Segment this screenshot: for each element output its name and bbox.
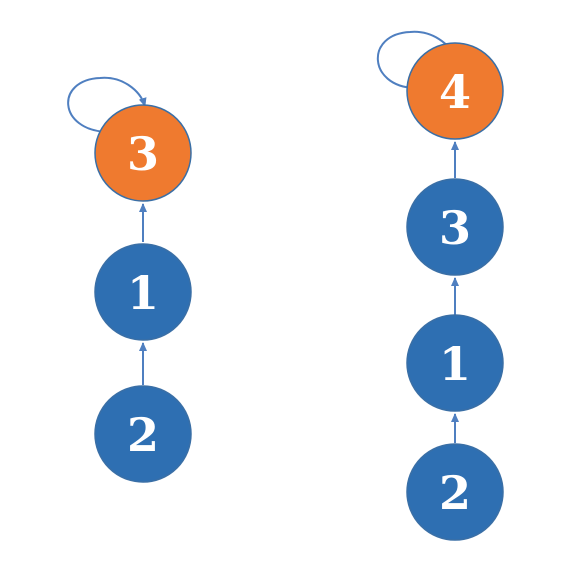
node-label: 1 (439, 337, 471, 391)
tree-right: 4 3 1 2 (376, 30, 504, 541)
node-label: 2 (127, 408, 159, 462)
tree-left: 3 1 2 (67, 76, 192, 483)
root-node: 4 (406, 42, 504, 140)
self-loop-arrow (376, 30, 457, 89)
root-node: 3 (94, 104, 192, 202)
node: 2 (94, 385, 192, 483)
node-label: 1 (127, 266, 159, 320)
node-label: 2 (439, 466, 471, 520)
node: 2 (406, 443, 504, 541)
node: 1 (406, 314, 504, 412)
node: 1 (94, 243, 192, 341)
node-label: 3 (127, 127, 159, 181)
self-loop-arrow (67, 76, 147, 133)
node: 3 (406, 178, 504, 276)
node-label: 4 (439, 65, 471, 119)
node-label: 3 (439, 201, 471, 255)
